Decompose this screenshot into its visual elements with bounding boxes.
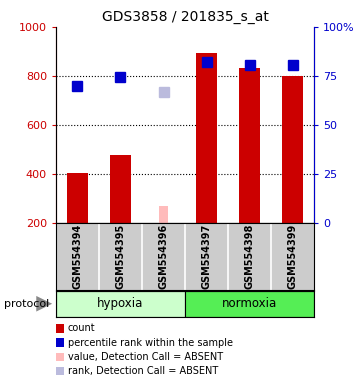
Text: hypoxia: hypoxia <box>97 297 144 310</box>
Bar <box>239 68 260 223</box>
Text: percentile rank within the sample: percentile rank within the sample <box>68 338 232 348</box>
Text: GSM554397: GSM554397 <box>201 224 212 289</box>
Bar <box>282 76 303 223</box>
Title: GDS3858 / 201835_s_at: GDS3858 / 201835_s_at <box>101 10 269 25</box>
Text: GSM554394: GSM554394 <box>73 224 82 289</box>
Bar <box>196 53 217 223</box>
Text: GSM554398: GSM554398 <box>244 223 255 289</box>
Bar <box>56 291 185 317</box>
Bar <box>159 205 168 223</box>
Bar <box>185 291 314 317</box>
Polygon shape <box>36 296 52 311</box>
Text: rank, Detection Call = ABSENT: rank, Detection Call = ABSENT <box>68 366 218 376</box>
Text: normoxia: normoxia <box>222 297 277 310</box>
Text: protocol: protocol <box>4 299 49 309</box>
Bar <box>67 172 88 223</box>
Text: count: count <box>68 323 95 333</box>
Text: value, Detection Call = ABSENT: value, Detection Call = ABSENT <box>68 352 223 362</box>
Text: GSM554399: GSM554399 <box>288 224 297 289</box>
Text: GSM554396: GSM554396 <box>158 224 169 289</box>
Bar <box>110 156 131 223</box>
Text: GSM554395: GSM554395 <box>116 224 126 289</box>
